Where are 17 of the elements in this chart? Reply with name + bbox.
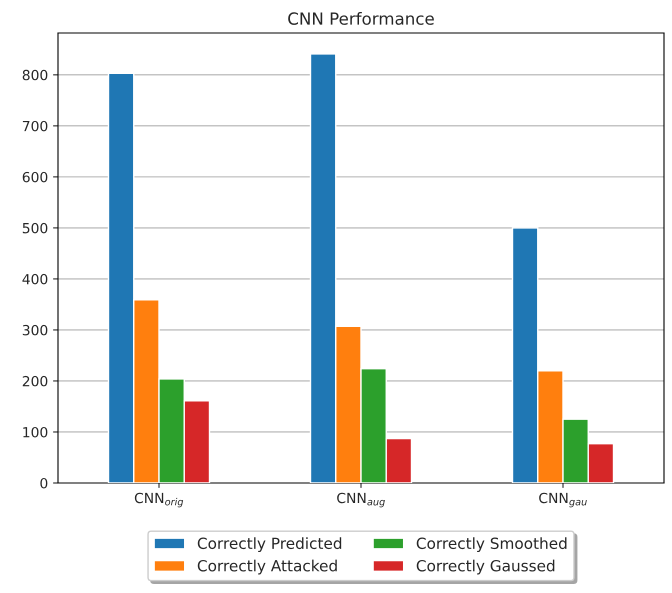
x-tick-label: CNN$_{gau}$ xyxy=(539,492,587,508)
x-tick-label: CNN$_{orig}$ xyxy=(134,492,184,508)
y-tick-label: 200 xyxy=(22,376,48,386)
y-tick-label: 500 xyxy=(22,222,48,234)
legend-label: Correctly Smoothed xyxy=(416,537,566,552)
y-tick-label: 700 xyxy=(22,120,48,132)
y-tick-label: 0 xyxy=(40,478,48,488)
chart-title: CNN Performance xyxy=(288,12,434,25)
x-tick-label: CNN$_{aug}$ xyxy=(337,492,385,508)
legend-label: Correctly Gaussed xyxy=(416,560,554,574)
legend-label: Correctly Predicted xyxy=(198,537,342,552)
y-tick-label: 400 xyxy=(22,274,48,284)
y-tick-label: 800 xyxy=(22,70,48,80)
legend-label: Correctly Attacked xyxy=(198,560,337,574)
y-tick-label: 600 xyxy=(22,172,48,182)
y-tick-label: 100 xyxy=(23,426,48,438)
y-tick-label: 300 xyxy=(22,324,48,336)
